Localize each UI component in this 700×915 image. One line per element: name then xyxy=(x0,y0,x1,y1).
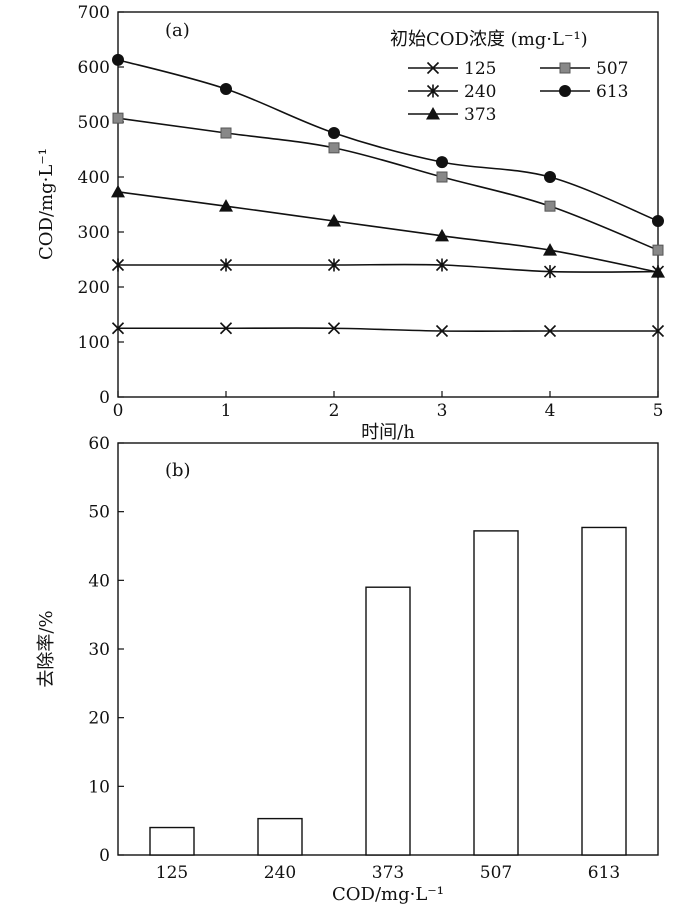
bar-373 xyxy=(365,586,411,856)
data-point-507 xyxy=(544,200,556,212)
legend-title: 初始COD浓度 (mg·L⁻¹) xyxy=(390,29,588,50)
data-point-373 xyxy=(543,243,557,256)
legend-marker-240 xyxy=(426,84,440,98)
y-tick-label-b: 10 xyxy=(88,777,110,797)
bar-chart-panel: 0 10 20 30 40 50 60 125 240 373 507 613 (b) COD/mg·… xyxy=(36,434,659,905)
x-tick-label-a: 2 xyxy=(329,401,340,421)
legend-marker-373 xyxy=(426,107,440,120)
y-tick-label-b: 30 xyxy=(88,640,110,660)
legend-label-507: 507 xyxy=(596,59,628,79)
y-tick-label-a: 500 xyxy=(78,113,110,133)
x-tick-label-a: 4 xyxy=(545,401,556,421)
data-point-240 xyxy=(219,258,233,272)
x-tick-label-a: 3 xyxy=(437,401,448,421)
legend-label-240: 240 xyxy=(464,82,496,102)
legend-label-373: 373 xyxy=(464,105,496,125)
y-axis-label-b: 去除率/% xyxy=(36,610,57,687)
series-line-507 xyxy=(117,117,659,251)
data-point-240 xyxy=(327,258,341,272)
data-point-613 xyxy=(436,156,448,169)
legend-marker-507 xyxy=(559,62,571,74)
series-line-373 xyxy=(117,191,659,273)
x-tick-label-a: 5 xyxy=(653,401,664,421)
data-point-613 xyxy=(652,215,664,227)
y-tick-label-a: 600 xyxy=(78,58,110,78)
x-tick-label-b: 613 xyxy=(588,863,620,883)
x-axis-label-b: COD/mg·L⁻¹ xyxy=(332,884,444,905)
data-point-125 xyxy=(111,322,125,335)
data-point-507 xyxy=(220,127,232,139)
data-point-125 xyxy=(219,322,233,335)
x-tick-label-b: 125 xyxy=(156,863,188,883)
data-point-240 xyxy=(111,258,125,272)
legend-label-125: 125 xyxy=(464,59,496,79)
data-point-125 xyxy=(327,322,341,335)
y-tick-label-a: 400 xyxy=(78,168,110,188)
panel-label-a: (a) xyxy=(165,20,190,41)
bar-507 xyxy=(473,530,519,856)
bar-240 xyxy=(257,817,303,856)
plot-area-a xyxy=(117,11,659,398)
y-tick-label-a: 200 xyxy=(78,278,110,298)
legend-marker-613 xyxy=(559,85,571,97)
legend-label-613: 613 xyxy=(596,82,628,102)
data-point-125 xyxy=(651,324,665,338)
y-tick-label-b: 50 xyxy=(88,503,110,523)
data-point-373 xyxy=(435,228,449,242)
x-tick-label-b: 240 xyxy=(264,863,296,883)
series-line-613 xyxy=(117,59,659,222)
data-point-373 xyxy=(219,199,233,212)
y-tick-label-b: 0 xyxy=(99,846,110,866)
data-point-240 xyxy=(435,258,449,272)
data-point-507 xyxy=(652,244,664,256)
data-point-125 xyxy=(543,324,557,338)
data-point-240 xyxy=(543,265,557,279)
y-axis-label-a: COD/mg·L⁻¹ xyxy=(36,148,57,260)
series-markers-a xyxy=(111,53,665,338)
y-tick-label-b: 60 xyxy=(88,434,110,454)
data-point-373 xyxy=(651,265,665,278)
x-axis-label-a: 时间/h xyxy=(361,422,415,443)
x-tick-label-a: 0 xyxy=(113,401,124,421)
tick-group-a: 0 100 200 300 400 500 600 700 0 1 2 3 4 5 xyxy=(78,3,664,421)
data-point-373 xyxy=(327,214,341,227)
line-chart-panel: 0 100 200 300 400 500 600 700 0 1 2 3 4 5 (a) 时间/h CO… xyxy=(36,3,665,443)
legend: 初始COD浓度 (mg·L⁻¹) 125 240 373 507 613 xyxy=(390,29,628,125)
series-lines-a xyxy=(117,59,659,333)
data-point-613 xyxy=(544,171,556,183)
y-tick-label-a: 700 xyxy=(78,3,110,23)
data-point-507 xyxy=(436,171,448,183)
x-tick-label-a: 1 xyxy=(221,401,232,421)
data-point-613 xyxy=(220,83,232,95)
data-point-507 xyxy=(328,142,340,154)
y-tick-label-a: 0 xyxy=(99,388,110,408)
y-tick-label-a: 300 xyxy=(78,223,110,243)
bar-125 xyxy=(149,826,195,856)
data-point-373 xyxy=(111,184,125,198)
y-tick-label-b: 20 xyxy=(88,709,110,729)
x-tick-label-b: 373 xyxy=(372,863,404,883)
x-tick-label-b: 507 xyxy=(480,863,512,883)
data-point-507 xyxy=(112,112,124,124)
series-line-125 xyxy=(118,327,658,333)
data-point-613 xyxy=(112,53,124,66)
y-tick-label-a: 100 xyxy=(78,333,110,353)
series-line-240 xyxy=(117,263,659,273)
bars-b xyxy=(149,526,627,856)
bar-613 xyxy=(581,526,627,856)
data-point-613 xyxy=(328,127,340,139)
y-tick-label-b: 40 xyxy=(88,571,110,591)
legend-marker-125 xyxy=(426,61,440,75)
data-point-125 xyxy=(435,324,449,338)
tick-group-b: 0 10 20 30 40 50 60 125 240 373 507 613 xyxy=(88,434,620,883)
panel-label-b: (b) xyxy=(165,460,191,481)
